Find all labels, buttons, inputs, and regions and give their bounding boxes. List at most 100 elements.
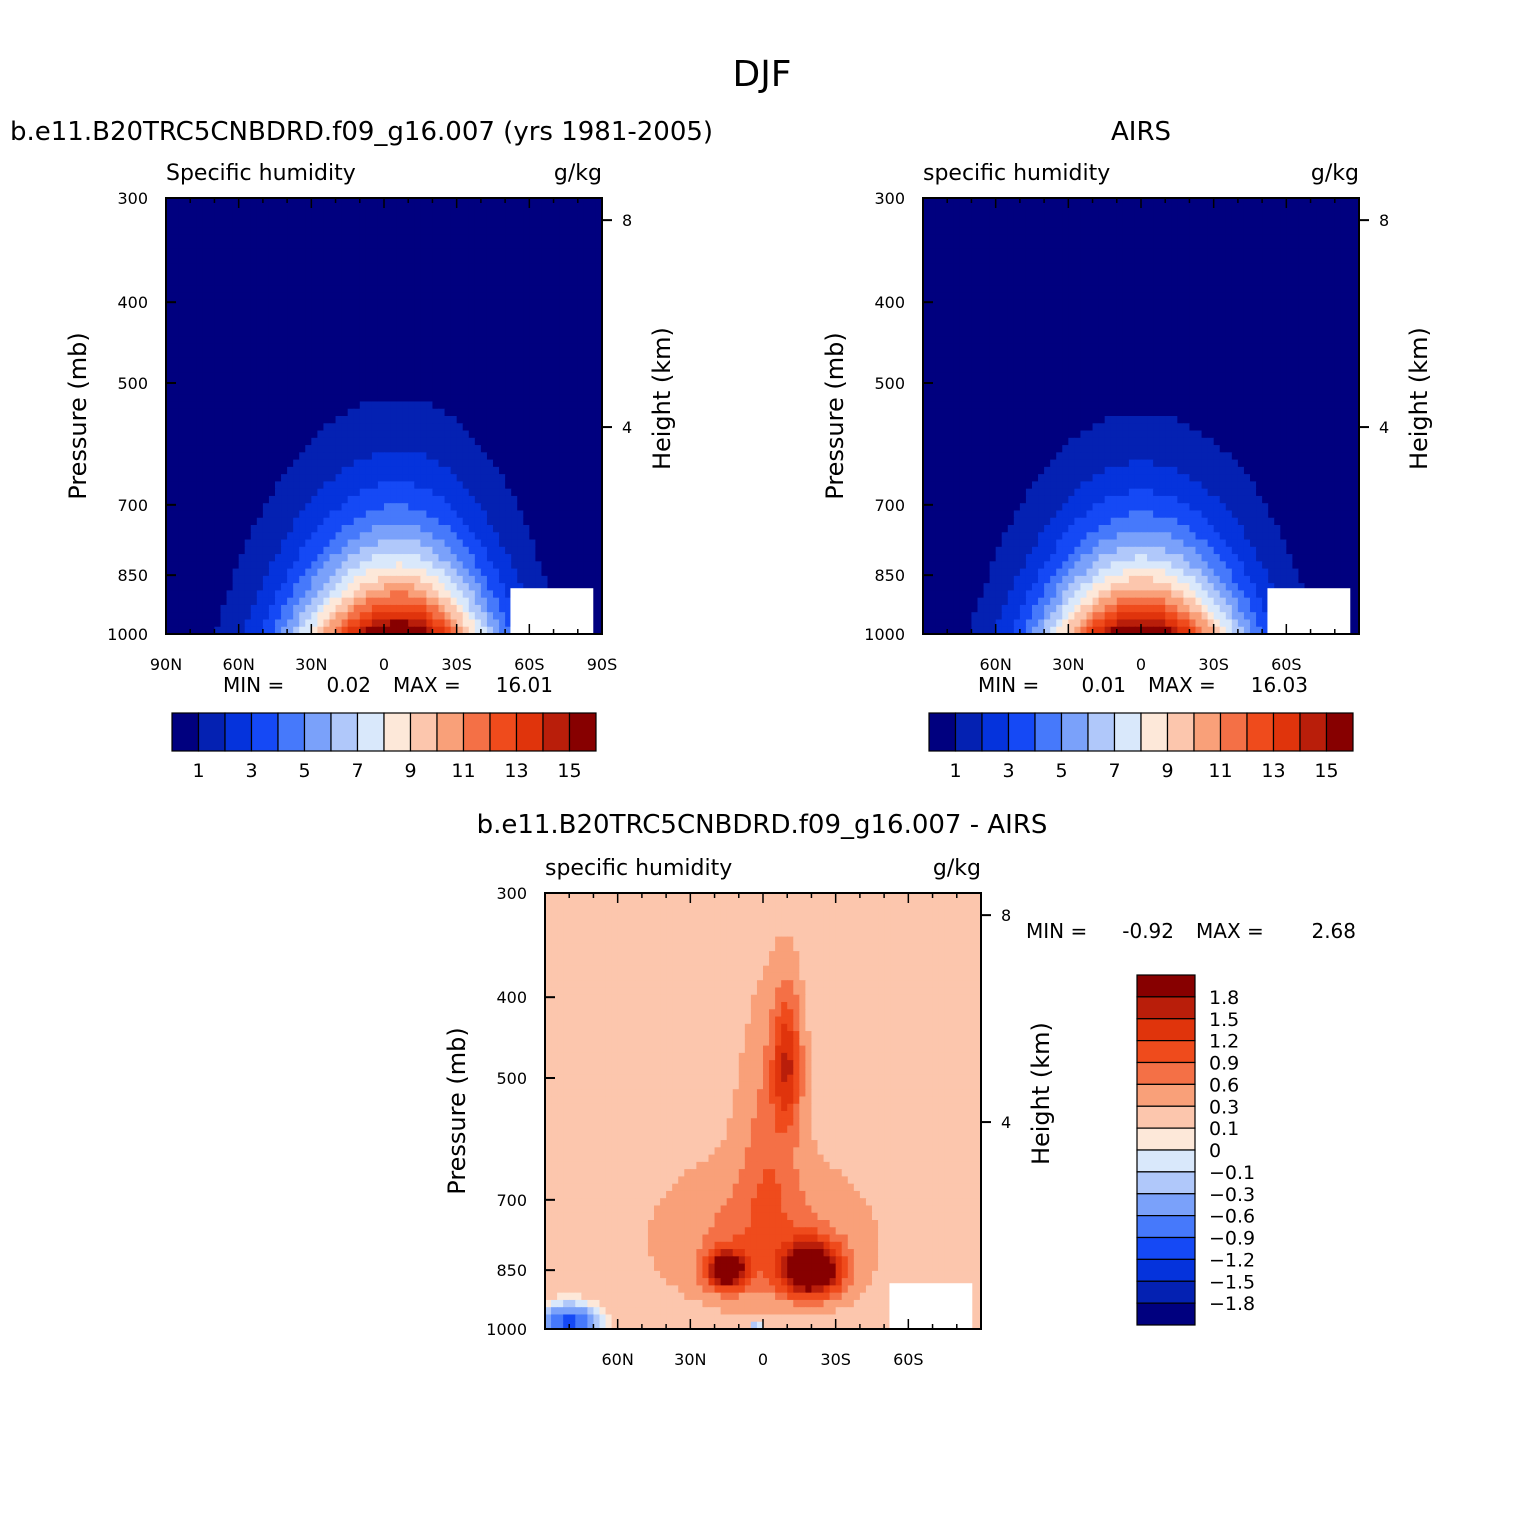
contour-cell	[438, 459, 446, 468]
contour-cell	[529, 532, 536, 541]
contour-cell	[444, 590, 452, 599]
contour-cell	[565, 241, 573, 250]
contour-cell	[499, 612, 506, 621]
contour-cell	[995, 234, 1003, 243]
contour-cell	[462, 445, 470, 453]
contour-cell	[505, 256, 512, 264]
contour-cell	[995, 212, 1003, 221]
contour-cell	[929, 241, 936, 250]
contour-cell	[329, 619, 337, 628]
contour-cell	[190, 597, 197, 606]
contour-cell	[238, 416, 246, 424]
contour-cell	[377, 343, 385, 352]
contour-cell	[438, 525, 446, 533]
contour-cell	[208, 270, 216, 279]
contour-cell	[1304, 241, 1312, 250]
contour-cell	[929, 212, 936, 221]
contour-cell	[232, 336, 240, 344]
contour-cell	[287, 517, 294, 526]
contour-cell	[256, 299, 264, 308]
contour-cell	[190, 445, 197, 453]
contour-cell	[262, 408, 270, 417]
contour-cell	[541, 546, 549, 555]
contour-cell	[595, 597, 602, 606]
contour-cell	[559, 488, 567, 497]
contour-cell	[299, 619, 306, 628]
contour-cell	[305, 590, 312, 599]
contour-cell	[1292, 198, 1300, 206]
contour-cell	[196, 219, 203, 228]
contour-cell	[583, 554, 591, 562]
contour-cell	[172, 270, 179, 279]
contour-cell	[341, 212, 349, 221]
contour-cell	[517, 430, 524, 439]
contour-cell	[268, 277, 276, 286]
contour-cell	[468, 539, 476, 548]
contour-cell	[202, 408, 209, 417]
contour-cell	[511, 285, 518, 294]
contour-cell	[529, 539, 536, 548]
contour-cell	[517, 219, 524, 228]
contour-cell	[1310, 198, 1318, 206]
contour-cell	[541, 321, 549, 330]
contour-cell	[311, 241, 318, 250]
contour-cell	[499, 372, 506, 381]
contour-cell	[220, 590, 228, 599]
contour-cell	[208, 488, 216, 497]
contour-cell	[468, 277, 476, 286]
contour-cell	[347, 212, 355, 221]
contour-cell	[1201, 212, 1209, 221]
contour-cell	[268, 437, 276, 446]
contour-cell	[256, 292, 264, 301]
contour-cell	[444, 626, 452, 634]
contour-cell	[583, 510, 591, 519]
contour-cell	[553, 575, 561, 584]
contour-cell	[505, 343, 512, 352]
contour-cell	[565, 292, 573, 301]
contour-cell	[390, 350, 397, 359]
contour-cell	[305, 248, 312, 257]
contour-cell	[595, 263, 602, 272]
contour-cell	[232, 256, 240, 264]
contour-cell	[1062, 198, 1069, 206]
contour-cell	[995, 205, 1003, 214]
contour-cell	[396, 612, 403, 621]
contour-cell	[414, 437, 421, 446]
contour-cell	[377, 568, 385, 577]
contour-cell	[571, 452, 579, 461]
contour-cell	[268, 452, 276, 461]
contour-cell	[172, 314, 179, 323]
contour-cell	[293, 525, 300, 533]
contour-cell	[450, 350, 458, 359]
contour-cell	[371, 198, 379, 206]
contour-cell	[214, 474, 222, 482]
contour-cell	[293, 401, 300, 410]
contour-cell	[281, 292, 288, 301]
contour-cell	[499, 263, 506, 272]
contour-cell	[281, 445, 288, 453]
contour-cell	[1110, 219, 1118, 228]
contour-cell	[232, 328, 240, 337]
contour-cell	[553, 525, 561, 533]
contour-cell	[995, 219, 1003, 228]
contour-cell	[1032, 205, 1039, 214]
contour-cell	[244, 604, 252, 613]
contour-cell	[287, 474, 294, 482]
contour-cell	[184, 554, 191, 562]
contour-cell	[438, 372, 446, 381]
contour-cell	[377, 597, 385, 606]
contour-cell	[577, 321, 585, 330]
contour-cell	[517, 307, 524, 315]
contour-cell	[523, 575, 530, 584]
contour-cell	[166, 394, 173, 403]
contour-cell	[420, 517, 427, 526]
contour-cell	[214, 379, 222, 388]
contour-cell	[305, 292, 312, 301]
contour-cell	[305, 561, 312, 570]
contour-cell	[505, 277, 512, 286]
contour-cell	[517, 212, 524, 221]
contour-cell	[268, 495, 276, 504]
contour-cell	[196, 212, 203, 221]
colorbar-swatch	[568, 712, 597, 752]
contour-cell	[244, 583, 252, 591]
